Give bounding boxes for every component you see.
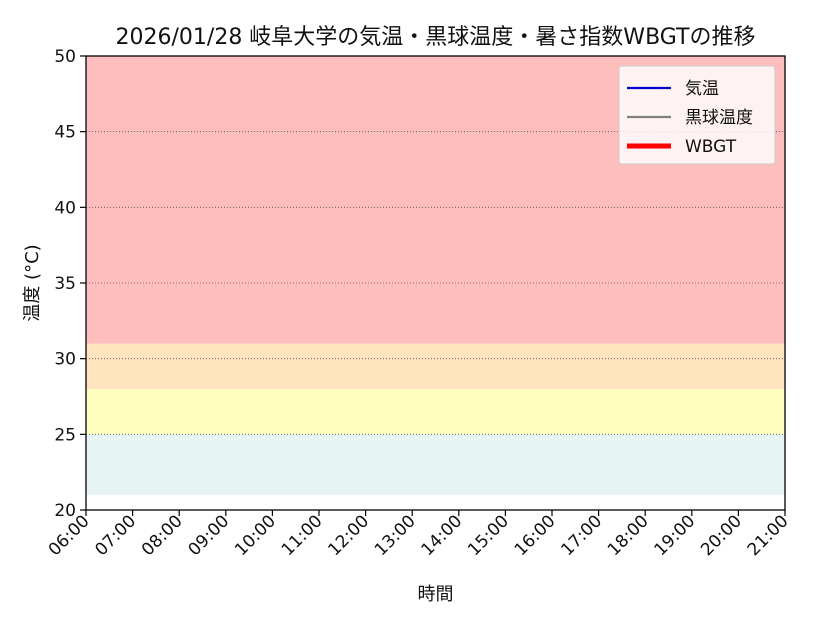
- y-tick-label: 35: [54, 274, 76, 294]
- x-tick-label: 18:00: [604, 511, 653, 560]
- y-tick-label: 20: [54, 501, 76, 521]
- x-tick-label: 14:00: [418, 511, 467, 560]
- legend-box: [618, 65, 776, 165]
- band-2: [86, 343, 785, 389]
- chart-title: 2026/01/28 岐阜大学の気温・黒球温度・暑さ指数WBGTの推移: [116, 25, 756, 50]
- x-tick-label: 07:00: [91, 511, 140, 560]
- x-axis-ticks: 06:0007:0008:0009:0010:0011:0012:0013:00…: [45, 510, 793, 560]
- x-tick-label: 21:00: [744, 511, 793, 560]
- legend-label: 気温: [685, 79, 719, 99]
- x-tick-label: 19:00: [651, 511, 700, 560]
- x-tick-label: 12:00: [324, 511, 373, 560]
- legend-label: 黒球温度: [685, 108, 753, 128]
- band-1: [86, 388, 785, 435]
- x-tick-label: 17:00: [557, 511, 606, 560]
- y-tick-label: 30: [54, 350, 76, 370]
- x-tick-label: 15:00: [464, 511, 513, 560]
- x-tick-label: 16:00: [511, 511, 560, 560]
- y-tick-label: 45: [54, 123, 76, 143]
- y-tick-label: 50: [54, 47, 76, 67]
- y-axis-label: 温度 (°C): [22, 244, 43, 321]
- x-tick-label: 13:00: [371, 511, 420, 560]
- legend-label: WBGT: [685, 137, 737, 157]
- x-tick-label: 20:00: [697, 511, 746, 560]
- x-tick-label: 08:00: [138, 511, 187, 560]
- y-tick-label: 40: [54, 198, 76, 218]
- x-axis-label: 時間: [418, 584, 454, 605]
- x-tick-label: 09:00: [185, 511, 234, 560]
- x-tick-label: 11:00: [278, 511, 327, 560]
- x-tick-label: 10:00: [231, 511, 280, 560]
- y-tick-label: 25: [54, 425, 76, 445]
- band-0: [86, 434, 785, 495]
- y-axis-ticks: 20 25 30 35 40 45 50: [54, 47, 86, 521]
